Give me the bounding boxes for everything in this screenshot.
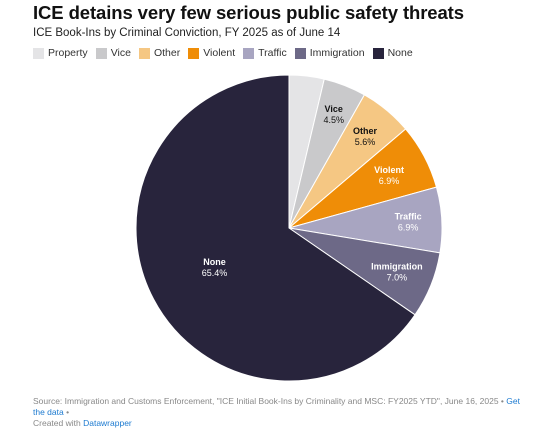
chart-footer: Source: Immigration and Customs Enforcem… [33, 396, 528, 429]
legend-swatch [188, 47, 200, 59]
legend-label: Other [153, 47, 181, 59]
legend-label: Immigration [309, 47, 365, 59]
legend-swatch [95, 47, 107, 59]
slice-label-value: 4.5% [323, 115, 344, 125]
slice-label-name: Vice [325, 104, 343, 114]
datawrapper-link[interactable]: Datawrapper [83, 418, 132, 428]
legend-label: Violent [203, 47, 236, 59]
legend-swatch [33, 47, 44, 59]
slice-label-name: Traffic [395, 212, 422, 222]
legend-label: Property [48, 47, 88, 59]
slice-label-value: 6.9% [379, 176, 400, 186]
legend-item-none: None [372, 47, 413, 59]
legend-swatch [138, 47, 150, 59]
legend-item-immigration: Immigration [294, 47, 365, 59]
legend-swatch [294, 47, 306, 59]
legend-item-vice: Vice [95, 47, 131, 59]
slice-label-value: 5.6% [355, 137, 376, 147]
legend-label: Traffic [258, 47, 287, 59]
legend-item-traffic: Traffic [243, 47, 287, 59]
legend-item-violent: Violent [188, 47, 235, 59]
legend-label: None [387, 47, 413, 59]
pie-chart: Vice4.5%Other5.6%Violent6.9%Traffic6.9%I… [135, 74, 443, 382]
legend-item-property: Property [33, 47, 88, 59]
slice-label-value: 6.9% [398, 223, 419, 233]
source-text: Source: Immigration and Customs Enforcem… [33, 396, 504, 406]
footer-separator: • [66, 407, 70, 417]
slice-label-name: None [203, 257, 226, 267]
chart-subtitle: ICE Book-Ins by Criminal Conviction, FY … [33, 27, 341, 39]
chart-title: ICE detains very few serious public safe… [33, 2, 464, 23]
slice-label-name: Violent [374, 165, 404, 175]
legend-swatch [243, 47, 255, 59]
pie-slice-none [135, 74, 416, 382]
legend-label: Vice [110, 47, 131, 59]
created-with-text: Created with [33, 418, 81, 428]
slice-label-name: Other [353, 126, 378, 136]
legend-item-other: Other [138, 47, 181, 59]
get-data-link[interactable]: Get the data [33, 396, 520, 417]
slice-label-value: 7.0% [387, 272, 408, 282]
chart-legend: Property Vice Other Violent Traffic Immigrati… [33, 47, 421, 59]
slice-label-value: 65.4% [202, 268, 228, 278]
legend-swatch [372, 47, 384, 59]
slice-label-name: Immigration [371, 261, 423, 271]
